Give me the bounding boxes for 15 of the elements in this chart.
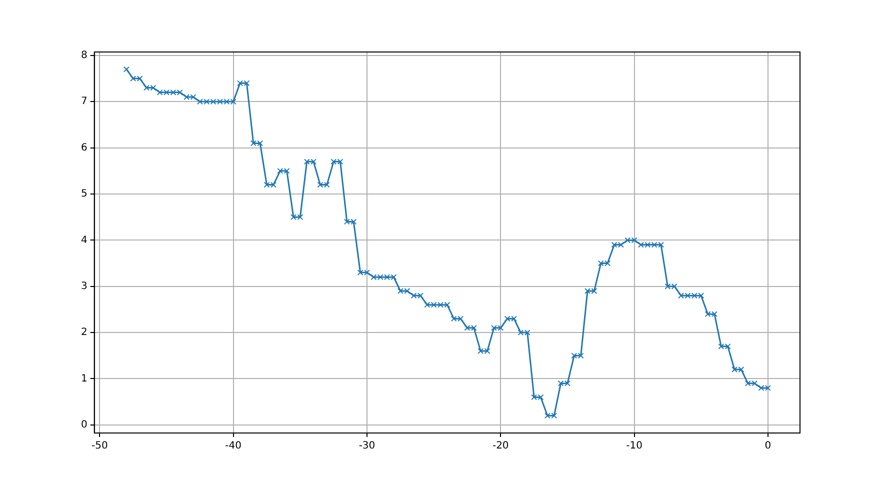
- x-tick-label: -10: [626, 440, 642, 452]
- x-tick-label: -50: [92, 440, 108, 452]
- y-tick-label: 1: [80, 373, 88, 384]
- y-tick-label: 0: [80, 420, 88, 431]
- y-tick-label: 3: [80, 280, 88, 292]
- y-tick-label: 2: [80, 327, 88, 338]
- y-tick-label: 4: [80, 234, 88, 246]
- y-tick-label: 7: [80, 96, 88, 108]
- y-tick-label: 5: [80, 188, 88, 200]
- x-tick-label: -30: [358, 440, 376, 452]
- x-tick-label: 0: [764, 440, 772, 452]
- x-tick-label: -40: [225, 440, 242, 452]
- x-tick-label: -20: [492, 440, 509, 452]
- y-tick-label: 8: [80, 50, 88, 62]
- y-tick-label: 6: [80, 142, 88, 154]
